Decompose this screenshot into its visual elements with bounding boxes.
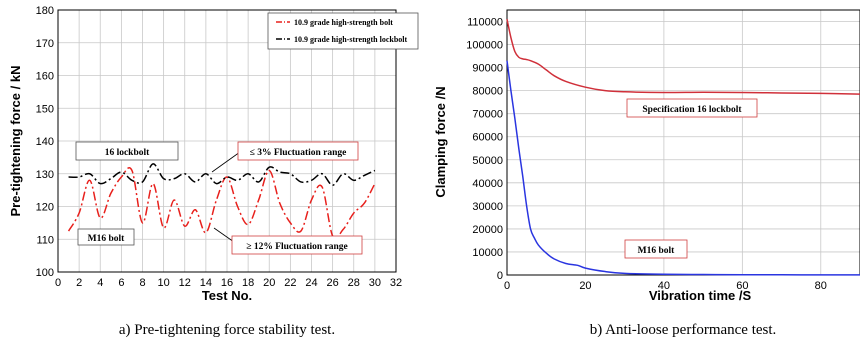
legend-box-a [267, 12, 419, 50]
x-tick-label: 20 [579, 280, 591, 292]
x-tick-label: 60 [736, 280, 748, 292]
x-tick-label: 24 [305, 277, 317, 289]
label-box-large-range [231, 235, 363, 255]
y-tick-label: 120 [36, 202, 54, 214]
y-tick-label: 130 [36, 169, 54, 181]
y-tick-label: 60000 [472, 132, 503, 144]
caption-b: b) Anti-loose performance test. [590, 322, 777, 338]
x-tick-label: 0 [55, 277, 61, 289]
y-tick-label: 100 [36, 267, 54, 279]
y-tick-label: 40000 [472, 178, 503, 190]
x-tick-label: 32 [390, 277, 402, 289]
series-line-1 [68, 163, 376, 186]
y-tick-label: 180 [36, 5, 54, 17]
y-tick-label: 160 [36, 71, 54, 83]
x-tick-label: 80 [815, 280, 827, 292]
x-tick-label: 10 [158, 277, 170, 289]
x-tick-label: 12 [179, 277, 191, 289]
y-axis-label-b: Clamping force /N [433, 86, 448, 197]
x-axis-label-b: Vibration time /S [649, 288, 752, 303]
y-tick-label: 10000 [472, 247, 503, 259]
x-tick-label: 40 [658, 280, 670, 292]
y-tick-label: 110 [36, 234, 54, 246]
x-tick-label: 30 [369, 277, 381, 289]
y-tick-label: 90000 [472, 63, 503, 75]
x-tick-label: 4 [97, 277, 103, 289]
label-lockbolt: 16 lockbolt [105, 148, 150, 158]
x-tick-label: 22 [284, 277, 296, 289]
x-tick-label: 14 [200, 277, 212, 289]
y-tick-label: 30000 [472, 201, 503, 213]
y-axis-label-a: Pre-tightening force / kN [8, 66, 23, 217]
y-tick-label: 50000 [472, 155, 503, 167]
chart-anti-loose: 0 20 40 60 80 0 10000 20000 30000 40000 50000 60000… [433, 9, 860, 338]
chart-pre-tightening: 0 2 4 6 8 10 12 14 16 18 20 22 24 26 28 30 3210011012013… [8, 5, 419, 338]
plot-area-b [507, 10, 860, 275]
label-bolt: M16 bolt [88, 234, 126, 244]
y-tick-label: 140 [36, 136, 54, 148]
x-tick-label: 2 [76, 277, 82, 289]
x-tick-label: 16 [221, 277, 233, 289]
y-tick-label: 100000 [466, 40, 503, 52]
series-line-0 [67, 166, 376, 240]
x-tick-label: 0 [504, 280, 510, 292]
x-axis-label-a: Test No. [202, 288, 252, 303]
x-tick-label: 26 [327, 277, 339, 289]
x-tick-label: 28 [348, 277, 360, 289]
ticks-b: 0 20 40 60 80 0 10000 20000 30000 40000 50000 60000… [466, 17, 827, 292]
y-tick-label: 70000 [472, 109, 503, 121]
x-tick-label: 8 [139, 277, 145, 289]
y-tick-label: 170 [36, 38, 54, 50]
arrow-small-range [211, 151, 241, 173]
x-tick-label: 6 [118, 277, 124, 289]
series-line-0 [506, 19, 860, 95]
label-box-bolt [77, 228, 135, 246]
y-tick-label: 110000 [467, 17, 503, 29]
label-large-range: ≥ 12% Fluctuation range [246, 242, 348, 252]
grid-a [58, 10, 396, 272]
ticks-a: 0 2 4 6 8 10 12 14 16 18 20 22 24 26 28 30 3210011012013… [36, 5, 402, 289]
series-b [506, 19, 860, 276]
x-tick-label: 18 [242, 277, 254, 289]
y-tick-label: 80000 [472, 86, 503, 98]
label-box-lockbolt [75, 141, 179, 161]
label-spec-lockbolt: Specification 16 lockbolt [642, 105, 742, 115]
label-box-small-range [237, 141, 359, 161]
label-small-range: ≤ 3% Fluctuation range [250, 148, 347, 158]
y-tick-label: 0 [497, 270, 503, 282]
arrow-large-range [213, 227, 235, 243]
plot-frame-a [57, 9, 397, 273]
y-tick-label: 20000 [472, 224, 503, 236]
y-tick-label: 150 [36, 103, 54, 115]
series-a [67, 163, 376, 240]
legend-entry-bolt: 10.9 grade high-strength bolt [294, 18, 393, 27]
x-tick-label: 20 [263, 277, 275, 289]
caption-a: a) Pre-tightening force stability test. [119, 322, 335, 338]
label-m16: M16 bolt [638, 246, 676, 256]
legend-a: 10.9 grade high-strength bolt 10.9 grade… [267, 12, 419, 50]
series-line-1 [506, 60, 860, 276]
legend-entry-lockbolt: 10.9 grade high-strength lockbolt [294, 35, 408, 44]
label-box-m16 [624, 239, 688, 259]
label-box-spec-lockbolt [626, 98, 758, 118]
